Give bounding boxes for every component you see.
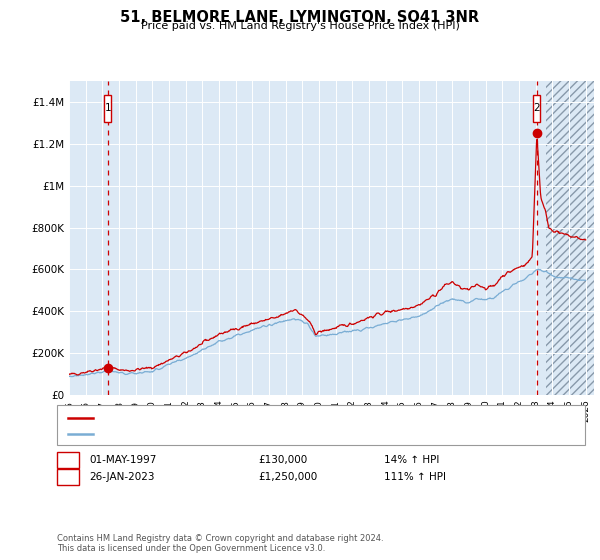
Text: £130,000: £130,000: [258, 455, 307, 465]
Text: 2: 2: [64, 472, 71, 482]
Text: 1: 1: [104, 104, 111, 113]
Text: Contains HM Land Registry data © Crown copyright and database right 2024.
This d: Contains HM Land Registry data © Crown c…: [57, 534, 383, 553]
Text: 1: 1: [64, 455, 71, 465]
Text: 01-MAY-1997: 01-MAY-1997: [89, 455, 157, 465]
FancyBboxPatch shape: [104, 95, 112, 122]
Text: 51, BELMORE LANE, LYMINGTON, SO41 3NR: 51, BELMORE LANE, LYMINGTON, SO41 3NR: [121, 10, 479, 25]
Text: £1,250,000: £1,250,000: [258, 472, 317, 482]
Text: 51, BELMORE LANE, LYMINGTON, SO41 3NR (detached house): 51, BELMORE LANE, LYMINGTON, SO41 3NR (d…: [100, 413, 409, 423]
Text: 26-JAN-2023: 26-JAN-2023: [89, 472, 155, 482]
FancyBboxPatch shape: [533, 95, 541, 122]
Bar: [545, 81, 594, 395]
Text: 2: 2: [533, 104, 540, 113]
Text: HPI: Average price, detached house, New Forest: HPI: Average price, detached house, New …: [100, 429, 340, 439]
Text: 14% ↑ HPI: 14% ↑ HPI: [384, 455, 439, 465]
Text: 111% ↑ HPI: 111% ↑ HPI: [384, 472, 446, 482]
Text: Price paid vs. HM Land Registry's House Price Index (HPI): Price paid vs. HM Land Registry's House …: [140, 21, 460, 31]
